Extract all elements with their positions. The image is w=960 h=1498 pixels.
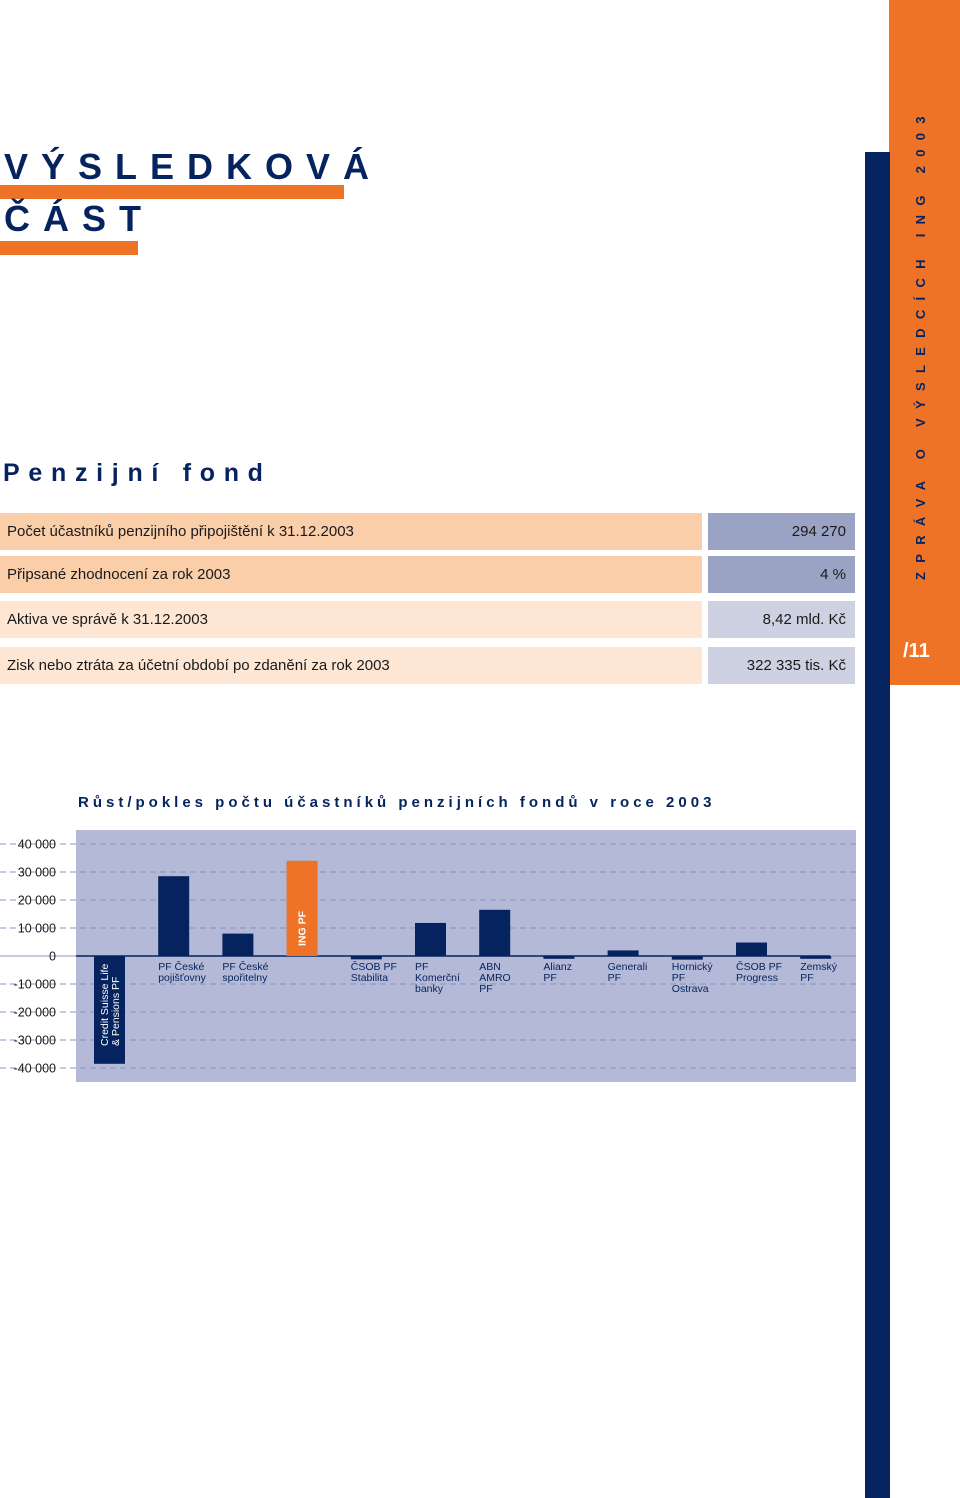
side-band-navy bbox=[865, 152, 890, 1498]
bar bbox=[158, 876, 190, 956]
category-label: PF Komerční banky bbox=[415, 961, 460, 995]
bar bbox=[671, 956, 703, 960]
row-label-appreciation: Připsané zhodnocení za rok 2003 bbox=[0, 556, 702, 593]
category-label: Alianz PF bbox=[543, 961, 572, 984]
category-label: Credit Suisse Life& Pensions PF bbox=[99, 964, 122, 1046]
y-tick-label: -10 000 bbox=[14, 978, 56, 992]
category-label: ING PF bbox=[297, 910, 309, 946]
category-label: PF České spořitelny bbox=[222, 960, 268, 984]
y-tick-label: 0 bbox=[49, 950, 56, 964]
category-label: Generali PF bbox=[608, 961, 648, 984]
bar bbox=[350, 956, 382, 960]
category-label: ČSOB PF Progress bbox=[736, 960, 782, 984]
page-title-line2: ČÁST bbox=[4, 198, 154, 239]
bar bbox=[607, 950, 639, 956]
y-tick-label: -20 000 bbox=[14, 1006, 56, 1020]
page-title-line1: VÝSLEDKOVÁ bbox=[4, 146, 383, 187]
y-tick-label: 40 000 bbox=[18, 838, 56, 852]
category-label: Hornický PF Ostrava bbox=[672, 961, 714, 995]
bar bbox=[800, 956, 832, 959]
row-label-assets: Aktiva ve správě k 31.12.2003 bbox=[0, 601, 702, 638]
y-tick-label: -40 000 bbox=[14, 1062, 56, 1076]
participants-change-chart: 40 000 30 000 20 000 10 000 0 -10 000 -20 000 -… bbox=[0, 830, 856, 1082]
bar bbox=[286, 860, 318, 956]
bar bbox=[222, 933, 254, 956]
y-tick-label: 10 000 bbox=[18, 922, 56, 936]
row-value-profit: 322 335 tis. Kč bbox=[708, 647, 855, 684]
row-label-profit: Zisk nebo ztráta za účetní období po zda… bbox=[0, 647, 702, 684]
page-number: /11 bbox=[903, 640, 930, 662]
section-heading: Penzijní fond bbox=[3, 459, 272, 487]
title-underline-1 bbox=[0, 185, 344, 199]
row-value-participants: 294 270 bbox=[708, 513, 855, 550]
category-label: PF České pojišťovny bbox=[158, 960, 206, 984]
y-tick-label: 20 000 bbox=[18, 894, 56, 908]
bar bbox=[94, 956, 125, 1064]
bar bbox=[736, 942, 767, 956]
chart-title: Růst/pokles počtu účastníků penzijních f… bbox=[78, 794, 716, 811]
row-value-appreciation: 4 % bbox=[708, 556, 855, 593]
bar bbox=[543, 956, 575, 959]
side-band-orange bbox=[889, 0, 960, 685]
side-report-title: ZPRÁVA O VÝSLEDCÍCH ING 2003 bbox=[913, 107, 928, 580]
category-label: Zemský PF bbox=[800, 961, 838, 984]
title-underline-2 bbox=[0, 241, 138, 255]
bar bbox=[479, 909, 511, 956]
row-value-assets: 8,42 mld. Kč bbox=[708, 601, 855, 638]
category-label: ABN AMRO PF bbox=[479, 961, 511, 995]
category-label: ČSOB PF Stabilita bbox=[351, 960, 397, 984]
y-tick-label: -30 000 bbox=[14, 1034, 56, 1048]
bar bbox=[415, 922, 446, 956]
y-tick-label: 30 000 bbox=[18, 866, 56, 880]
row-label-participants: Počet účastníků penzijního připojištění … bbox=[0, 513, 702, 550]
